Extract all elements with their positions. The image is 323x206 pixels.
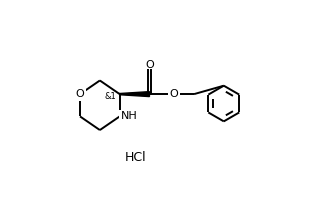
Text: HCl: HCl — [125, 151, 147, 164]
Text: O: O — [145, 60, 154, 70]
Text: NH: NH — [121, 111, 138, 121]
Polygon shape — [120, 92, 150, 97]
Text: O: O — [170, 89, 179, 99]
Text: &1: &1 — [104, 92, 116, 101]
Text: O: O — [76, 89, 84, 99]
